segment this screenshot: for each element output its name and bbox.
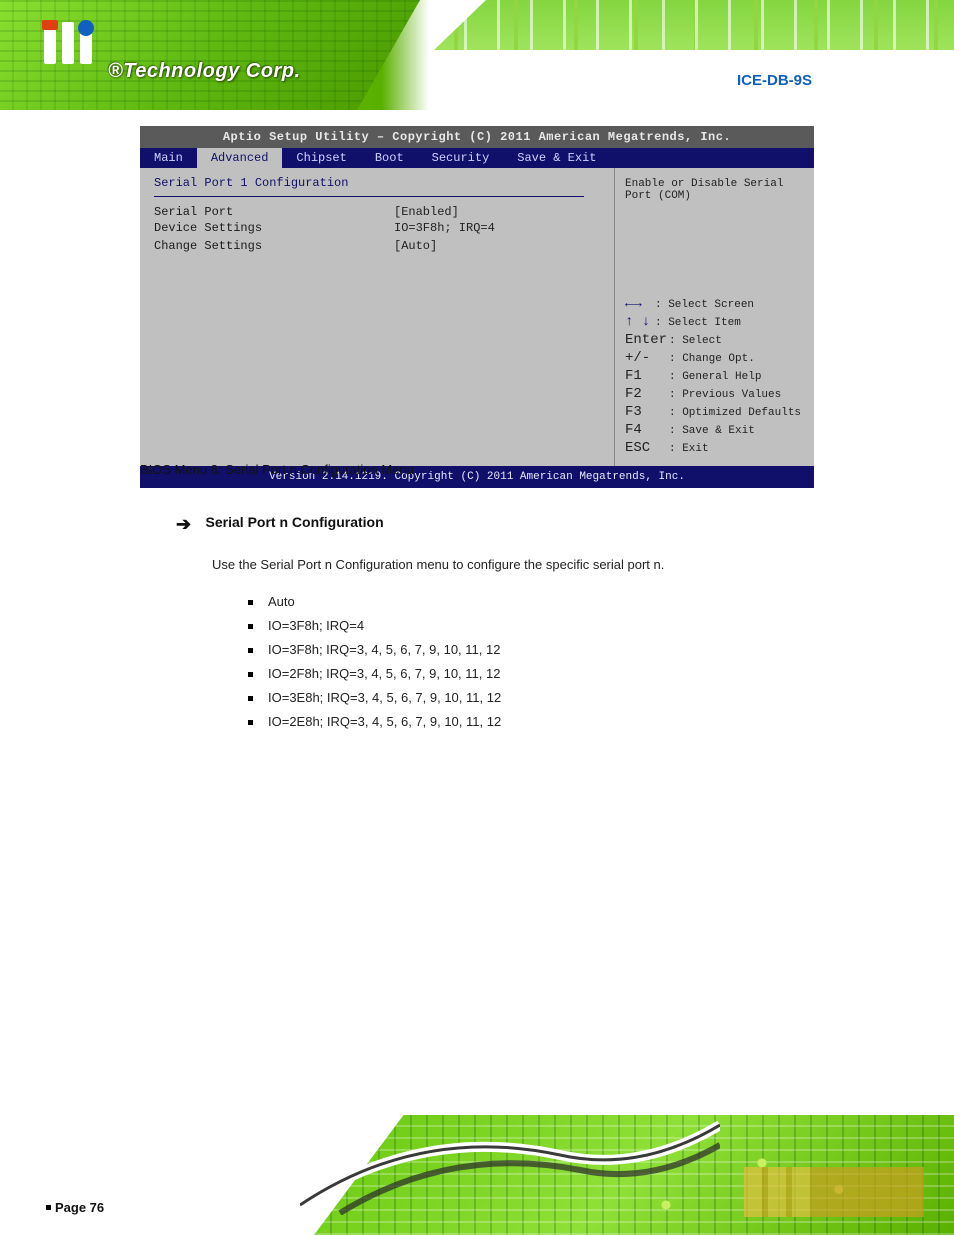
bios-nav-text: : Select	[669, 335, 722, 347]
logo-bar-icon	[44, 22, 56, 64]
bios-nav-text: : Select Item	[655, 317, 741, 329]
bios-row: Device Settings IO=3F8h; IRQ=4	[154, 221, 604, 235]
bios-nav-line: F2: Previous Values	[625, 386, 804, 402]
bios-nav-line: F3: Optimized Defaults	[625, 404, 804, 420]
list-item: IO=2E8h; IRQ=3, 4, 5, 6, 7, 9, 10, 11, 1…	[248, 714, 816, 729]
header-pcb-right	[434, 0, 954, 50]
bios-row-key: Device Settings	[154, 221, 394, 235]
bios-nav-text: : Exit	[669, 443, 709, 455]
bios-section-title: Serial Port 1 Configuration	[154, 176, 604, 190]
list-item: Auto	[248, 594, 816, 609]
iei-logo	[44, 22, 104, 78]
logo-bar-icon	[62, 22, 74, 64]
arrow-ud-icon: ↑ ↓	[625, 314, 655, 330]
bios-tab-main: Main	[140, 148, 197, 168]
bios-nav-key: F2	[625, 386, 669, 402]
bios-row: Change Settings [Auto]	[154, 239, 604, 253]
bios-tab-boot: Boot	[361, 148, 418, 168]
bios-nav-key: F4	[625, 422, 669, 438]
compat-heading: Serial Port n Configuration	[206, 514, 384, 530]
bios-nav-key: F1	[625, 368, 669, 384]
footer-swoosh-icon	[300, 1115, 720, 1215]
bios-nav-line: ESC: Exit	[625, 440, 804, 456]
header-banner: ®Technology Corp.	[0, 0, 954, 110]
page-number-text: Page 76	[55, 1200, 104, 1215]
compat-description: Use the Serial Port n Configuration menu…	[212, 555, 792, 576]
bios-underline	[154, 196, 584, 197]
product-name: ICE-DB-9S	[737, 72, 812, 89]
bios-tab-advanced: Advanced	[197, 148, 283, 168]
bios-nav-key: +/-	[625, 350, 669, 366]
bios-title-bar: Aptio Setup Utility – Copyright (C) 2011…	[140, 126, 814, 148]
bios-row-key: Change Settings	[154, 239, 394, 253]
bios-nav-line: F1: General Help	[625, 368, 804, 384]
bios-nav-text: : Select Screen	[655, 299, 754, 311]
bios-tab-save-exit: Save & Exit	[503, 148, 610, 168]
bios-nav-line: Enter: Select	[625, 332, 804, 348]
bios-nav-text: : Optimized Defaults	[669, 407, 801, 419]
compat-section: ➔ Serial Port n Configuration Use the Se…	[176, 514, 816, 738]
list-item: IO=3E8h; IRQ=3, 4, 5, 6, 7, 9, 10, 11, 1…	[248, 690, 816, 705]
list-item: IO=3F8h; IRQ=3, 4, 5, 6, 7, 9, 10, 11, 1…	[248, 642, 816, 657]
bios-nav-key: F3	[625, 404, 669, 420]
bios-screenshot: Aptio Setup Utility – Copyright (C) 2011…	[140, 126, 814, 488]
bios-tab-security: Security	[418, 148, 504, 168]
list-item: IO=3F8h; IRQ=4	[248, 618, 816, 633]
bios-nav-line: +/-: Change Opt.	[625, 350, 804, 366]
bullet-arrow-icon: ➔	[176, 514, 191, 535]
list-item: IO=2F8h; IRQ=3, 4, 5, 6, 7, 9, 10, 11, 1…	[248, 666, 816, 681]
compat-list: Auto IO=3F8h; IRQ=4 IO=3F8h; IRQ=3, 4, 5…	[248, 594, 816, 729]
bios-tab-chipset: Chipset	[282, 148, 360, 168]
bios-body: Serial Port 1 Configuration Serial Port …	[140, 168, 814, 466]
bios-nav-key: ESC	[625, 440, 669, 456]
bios-help-text: Enable or Disable Serial Port (COM)	[625, 178, 804, 202]
bios-row-val: [Enabled]	[394, 205, 459, 219]
bios-nav-key: Enter	[625, 332, 669, 348]
figure-caption: BIOS Menu 8: Serial Port n Configuration…	[140, 462, 414, 477]
bios-right-pane: Enable or Disable Serial Port (COM) ←→: …	[614, 168, 814, 466]
bios-nav-line: ←→: Select Screen	[625, 296, 804, 312]
bios-left-pane: Serial Port 1 Configuration Serial Port …	[140, 168, 614, 466]
logo-bar-icon	[80, 22, 92, 64]
bios-nav-text: : Change Opt.	[669, 353, 755, 365]
bios-nav-line: F4: Save & Exit	[625, 422, 804, 438]
bios-nav-text: : Save & Exit	[669, 425, 755, 437]
arrow-lr-icon: ←→	[625, 296, 655, 312]
footer-banner	[0, 1115, 954, 1235]
page-number: Page 76	[46, 1200, 104, 1215]
bullet-icon	[46, 1205, 51, 1210]
bios-row: Serial Port [Enabled]	[154, 205, 604, 219]
bios-nav-text: : General Help	[669, 371, 761, 383]
bios-row-val: [Auto]	[394, 239, 437, 253]
bios-nav-text: : Previous Values	[669, 389, 781, 401]
bios-nav-line: ↑ ↓: Select Item	[625, 314, 804, 330]
bios-help-spacer	[625, 204, 804, 294]
bios-row-key: Serial Port	[154, 205, 394, 219]
bios-row-val: IO=3F8h; IRQ=4	[394, 221, 495, 235]
logo-text: ®Technology Corp.	[108, 60, 301, 83]
bios-tab-bar: Main Advanced Chipset Boot Security Save…	[140, 148, 814, 168]
